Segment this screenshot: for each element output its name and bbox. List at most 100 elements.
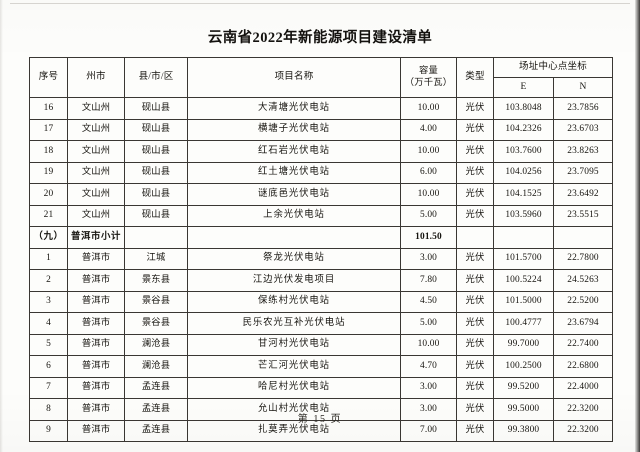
cell-capacity: 10.00	[400, 183, 457, 206]
cell-type: 光伏	[456, 376, 494, 399]
cell-capacity: 10.00	[400, 333, 457, 356]
cell-seq: 21	[29, 204, 68, 227]
table-row: 20 文山州 砚山县 谜底邑光伏电站 10.00 光伏 104.1525 23.6492	[29, 183, 613, 206]
cell-capacity: 5.00	[400, 204, 457, 227]
cell-county: 孟连县	[124, 376, 188, 399]
cell-project-name: 谜底邑光伏电站	[187, 183, 401, 206]
cell-coord-e: 103.8048	[493, 97, 554, 120]
cell-capacity: 6.00	[400, 161, 457, 184]
cell-coord-e: 103.5960	[493, 204, 554, 227]
cell-prefecture: 普洱市	[67, 290, 125, 313]
cell-project-name: 江边光伏发电项目	[187, 269, 401, 292]
cell-type: 光伏	[456, 355, 494, 378]
capacity-label-line1: 容量	[419, 66, 438, 77]
scan-edge-top	[10, 3, 630, 4]
cell-county: 澜沧县	[124, 355, 188, 378]
cell-coord-e: 101.5700	[493, 247, 554, 270]
column-header-prefecture: 州市	[67, 57, 125, 98]
cell-seq: 3	[29, 290, 68, 313]
cell-county: 江城	[124, 247, 188, 270]
cell-capacity: 10.00	[400, 140, 457, 163]
cell-coord-e: 101.5000	[493, 290, 554, 313]
cell-type: 光伏	[456, 269, 494, 292]
cell-type: 光伏	[456, 183, 494, 206]
table-row: 4 普洱市 景谷县 民乐农光互补光伏电站 5.00 光伏 100.4777 23.6794	[29, 312, 613, 335]
cell-coord-e: 104.0256	[493, 161, 554, 184]
cell-prefecture: 普洱市	[67, 355, 125, 378]
table-header: 序号 州市 县/市/区 项目名称 容量 （万千瓦） 类型 场址中心点坐标 E N	[29, 57, 613, 98]
cell-coord-e: 104.1525	[493, 183, 554, 206]
cell-project-name: 民乐农光互补光伏电站	[187, 312, 401, 335]
cell-coord-n: 22.6800	[553, 355, 613, 378]
cell-county: 砚山县	[124, 140, 188, 163]
table-header-row-2: E N	[30, 77, 613, 98]
cell-coord-e: 99.7000	[493, 333, 554, 356]
column-header-capacity: 容量 （万千瓦）	[400, 57, 457, 98]
cell-coord-n: 23.6703	[553, 118, 613, 141]
table-row: 21 文山州 砚山县 上余光伏电站 5.00 光伏 103.5960 23.5515	[29, 204, 613, 227]
cell-coord-e: 104.2326	[493, 118, 554, 141]
cell-capacity: 101.50	[400, 226, 457, 249]
scan-edge-left	[0, 0, 3, 452]
cell-project-name: 保练村光伏电站	[187, 290, 401, 313]
cell-seq: 16	[29, 97, 68, 120]
cell-prefecture: 文山州	[67, 183, 125, 206]
table-body: 16 文山州 砚山县 大清塘光伏电站 10.00 光伏 103.8048 23.7856 17 文…	[29, 97, 613, 442]
cell-coord-n: 23.6794	[553, 312, 613, 335]
table-row: 9 普洱市 孟连县 扎莫弄光伏电站 7.00 光伏 99.3800 22.3200	[29, 419, 613, 442]
cell-coord-n: 22.7400	[553, 333, 613, 356]
cell-project-name: 芒汇河光伏电站	[187, 355, 401, 378]
column-header-type: 类型	[456, 57, 494, 98]
cell-prefecture: 普洱市	[67, 376, 125, 399]
cell-capacity: 5.00	[400, 312, 457, 335]
cell-project-name: 红土塘光伏电站	[187, 161, 401, 184]
project-list-table: 序号 州市 县/市/区 项目名称 容量 （万千瓦） 类型 场址中心点坐标 E N…	[29, 57, 613, 442]
cell-coord-n: 22.7800	[553, 247, 613, 270]
cell-seq: 6	[29, 355, 68, 378]
capacity-label-line2: （万千瓦）	[404, 77, 453, 88]
column-header-coord-e: E	[493, 77, 554, 98]
cell-county: 砚山县	[124, 161, 188, 184]
cell-capacity: 7.00	[400, 419, 457, 442]
cell-seq: 4	[29, 312, 68, 335]
cell-capacity: 4.50	[400, 290, 457, 313]
cell-coord-e: 103.7600	[493, 140, 554, 163]
cell-type: 光伏	[456, 140, 494, 163]
cell-prefecture: 文山州	[67, 97, 125, 120]
scan-edge-right	[635, 0, 640, 452]
cell-coord-n: 23.8263	[553, 140, 613, 163]
cell-county: 砚山县	[124, 183, 188, 206]
cell-county: 砚山县	[124, 97, 188, 120]
cell-type: 光伏	[456, 97, 494, 120]
cell-project-name: 横塘子光伏电站	[187, 118, 401, 141]
cell-county: 孟连县	[124, 419, 188, 442]
cell-prefecture: 文山州	[67, 140, 125, 163]
cell-type: 光伏	[456, 204, 494, 227]
cell-type: 光伏	[456, 161, 494, 184]
cell-coord-n: 23.7095	[553, 161, 613, 184]
table-row: 18 文山州 砚山县 红石岩光伏电站 10.00 光伏 103.7600 23.8263	[29, 140, 613, 163]
cell-county: 砚山县	[124, 118, 188, 141]
cell-coord-e: 99.5200	[493, 376, 554, 399]
cell-coord-n: 23.6492	[553, 183, 613, 206]
cell-seq: 18	[29, 140, 68, 163]
cell-project-name: 红石岩光伏电站	[187, 140, 401, 163]
cell-coord-e	[493, 226, 554, 249]
table-row: 3 普洱市 景谷县 保练村光伏电站 4.50 光伏 101.5000 22.5200	[29, 290, 613, 313]
column-header-seq: 序号	[29, 57, 68, 98]
cell-prefecture: 文山州	[67, 118, 125, 141]
cell-project-name: 祭龙光伏电站	[187, 247, 401, 270]
cell-coord-n: 24.5263	[553, 269, 613, 292]
cell-prefecture: 普洱市小计	[67, 226, 125, 249]
column-header-coord-n: N	[553, 77, 613, 98]
cell-capacity: 3.00	[400, 247, 457, 270]
column-header-project-name: 项目名称	[187, 57, 401, 98]
cell-type: 光伏	[456, 333, 494, 356]
cell-county: 景谷县	[124, 290, 188, 313]
cell-prefecture: 普洱市	[67, 419, 125, 442]
cell-county: 砚山县	[124, 204, 188, 227]
cell-prefecture: 文山州	[67, 204, 125, 227]
cell-seq: 20	[29, 183, 68, 206]
cell-project-name: 扎莫弄光伏电站	[187, 419, 401, 442]
